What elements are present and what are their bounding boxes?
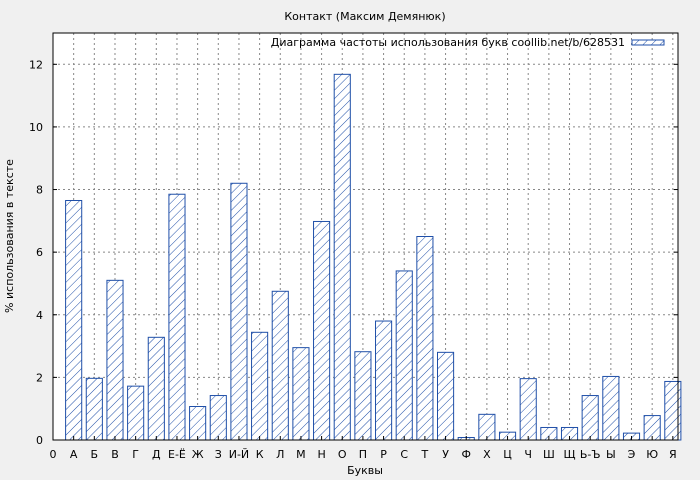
bar [230, 182, 248, 441]
x-tick-label: Г [132, 448, 139, 461]
x-tick-label: Ж [192, 448, 204, 461]
x-tick-label: Е-Ё [168, 448, 186, 461]
bar [251, 331, 269, 441]
x-tick-label: К [256, 448, 264, 461]
x-tick-label: М [296, 448, 306, 461]
legend-swatch [631, 39, 665, 46]
bar [354, 351, 372, 441]
bar [581, 395, 599, 441]
bar [375, 320, 393, 441]
y-tick-label: 10 [29, 121, 43, 134]
x-tick-label: Д [152, 448, 161, 461]
x-tick-label: У [442, 448, 449, 461]
y-tick-label: 2 [36, 371, 43, 384]
x-tick-label: Ф [461, 448, 470, 461]
x-tick-label: Ч [524, 448, 532, 461]
y-tick-label: 8 [36, 184, 43, 197]
x-axis: 0 А Б В Г Д Е-Ё Ж З И-Й К Л М Н О П Р С Т У Ф Х Ц Ч Ш Щ Ь-Ъ Ы Э Ю Я [50, 436, 677, 461]
x-tick-label: З [215, 448, 222, 461]
bar [602, 375, 620, 441]
bar [127, 385, 145, 441]
bar [168, 193, 186, 441]
y-tick-label: 6 [36, 246, 43, 259]
x-tick-label: И-Й [229, 448, 249, 461]
bar [333, 73, 351, 441]
x-tick-label: Я [669, 448, 677, 461]
plot-border [52, 32, 679, 441]
grid [53, 33, 678, 440]
x-tick-label: Л [276, 448, 284, 461]
x-tick-label: Р [380, 448, 387, 461]
x-tick-label: А [70, 448, 78, 461]
bar [85, 377, 103, 441]
bar [189, 406, 207, 441]
x-tick-label: О [338, 448, 347, 461]
bar [106, 279, 124, 441]
x-tick-label: Ш [543, 448, 555, 461]
y-axis-label: % использования в тексте [3, 159, 16, 313]
x-tick-label: Э [628, 448, 636, 461]
y-tick-label: 0 [36, 434, 43, 447]
bar [313, 220, 331, 441]
bar [519, 378, 537, 441]
x-tick-label: Ю [646, 448, 658, 461]
x-tick-label: Ы [606, 448, 616, 461]
x-tick-label: Н [317, 448, 325, 461]
x-tick-label: Ь-Ъ [580, 448, 601, 461]
bar [271, 290, 289, 441]
bars [65, 73, 682, 441]
legend: Диаграмма частоты использования букв coo… [271, 36, 665, 49]
bar [416, 236, 434, 441]
x-tick-label: Б [91, 448, 99, 461]
bar [147, 336, 165, 441]
x-tick-label: Щ [564, 448, 576, 461]
x-tick-label: В [111, 448, 119, 461]
bar [292, 347, 310, 441]
y-axis: 0 2 4 6 8 10 12 [29, 58, 678, 447]
bar [395, 270, 413, 441]
x-tick-label: Т [421, 448, 429, 461]
x-tick-label: П [359, 448, 367, 461]
legend-label: Диаграмма частоты использования букв coo… [271, 36, 625, 49]
y-tick-label: 4 [36, 309, 43, 322]
chart-title: Контакт (Максим Демянюк) [284, 10, 445, 23]
x-tick-label: 0 [50, 448, 57, 461]
bar [437, 351, 455, 441]
x-tick-label: С [400, 448, 408, 461]
x-tick-label: Х [483, 448, 491, 461]
bar [209, 395, 227, 441]
x-axis-label: Буквы [347, 464, 383, 477]
bar [65, 199, 83, 441]
x-tick-label: Ц [503, 448, 512, 461]
y-tick-label: 12 [29, 58, 43, 71]
